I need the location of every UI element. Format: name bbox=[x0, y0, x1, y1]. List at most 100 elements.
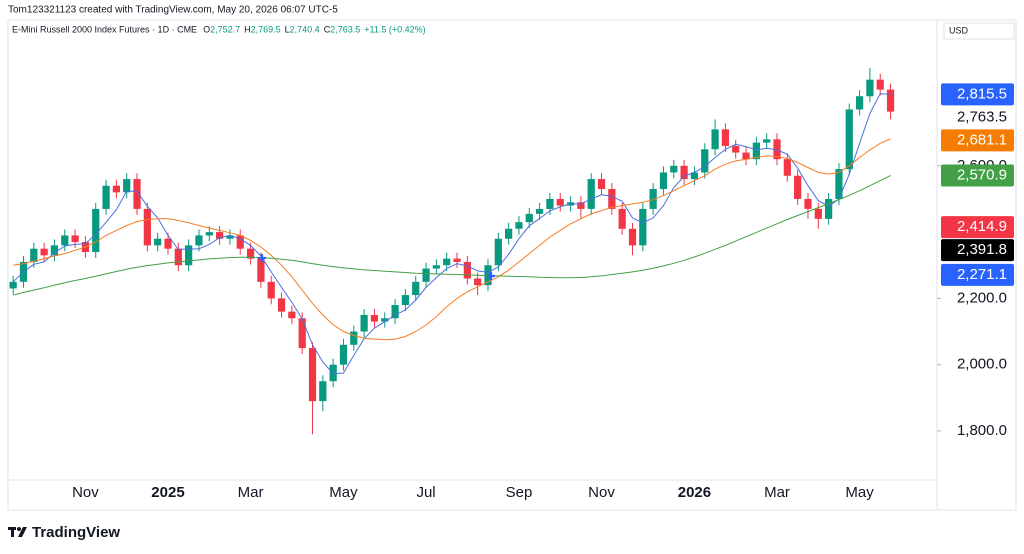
x-tick-label: Nov bbox=[72, 484, 99, 501]
candle-body bbox=[298, 318, 306, 349]
candle-body bbox=[40, 248, 48, 256]
candle-body bbox=[350, 331, 358, 345]
candle-body bbox=[628, 228, 637, 246]
change: +11.5 (+0.42%) bbox=[364, 24, 425, 34]
candle-body bbox=[721, 129, 730, 146]
price-label: 2,681.1 bbox=[957, 131, 1007, 148]
x-tick-label: 2025 bbox=[151, 484, 184, 501]
candle-body bbox=[92, 208, 100, 252]
candle-body bbox=[339, 344, 348, 365]
x-tick-label: Mar bbox=[764, 484, 790, 501]
price-label-box bbox=[941, 239, 1014, 262]
y-tick-label: 2,200.0 bbox=[957, 289, 1007, 306]
price-label: 2,271.1 bbox=[957, 266, 1007, 283]
y-tick-label: 2,000.0 bbox=[957, 356, 1007, 373]
candle-body bbox=[711, 129, 719, 150]
candle-body bbox=[814, 208, 822, 219]
candle-body bbox=[639, 208, 647, 246]
candle-body bbox=[752, 142, 760, 160]
candle-body bbox=[794, 175, 802, 199]
candle-body bbox=[742, 152, 750, 160]
legend: E-Mini Russell 2000 Index Futures · 1D ·… bbox=[12, 24, 426, 34]
candle-body bbox=[463, 261, 471, 279]
candle-body bbox=[215, 232, 224, 239]
x-tick-label: Sep bbox=[506, 484, 533, 501]
candle-body bbox=[835, 169, 843, 199]
price-label: 2,763.5 bbox=[957, 108, 1007, 125]
moving-average bbox=[13, 138, 891, 341]
candle-body bbox=[308, 348, 317, 402]
candle-body bbox=[556, 198, 564, 206]
price-label-box bbox=[941, 129, 1014, 152]
currency: USD bbox=[949, 25, 969, 35]
candle-body bbox=[205, 232, 213, 236]
candle-body bbox=[515, 222, 523, 229]
candle-body bbox=[102, 185, 110, 209]
candle-body bbox=[236, 235, 244, 249]
candle-body bbox=[257, 258, 265, 282]
candle-body bbox=[763, 139, 771, 143]
ohlc-key: O bbox=[203, 24, 210, 34]
ohlc-key: H bbox=[244, 24, 251, 34]
candle-body bbox=[277, 298, 286, 312]
candle-body bbox=[432, 265, 440, 269]
price-label: 2,414.9 bbox=[957, 218, 1007, 235]
candle-body bbox=[866, 79, 874, 97]
y-tick-label: 1,800.0 bbox=[957, 422, 1007, 439]
candle-body bbox=[401, 295, 410, 306]
price-label-box bbox=[941, 164, 1014, 187]
ohlc-value: 2,763.5 bbox=[330, 24, 360, 34]
attribution: Tom123321123 created with TradingView.co… bbox=[8, 5, 338, 16]
candle-body bbox=[133, 179, 141, 209]
price-label-box bbox=[941, 216, 1014, 239]
brand: TradingView bbox=[32, 524, 120, 541]
frame bbox=[7, 19, 1017, 511]
candle-body bbox=[360, 314, 368, 332]
ohlc-key: L bbox=[285, 24, 290, 34]
candle-body bbox=[443, 258, 451, 266]
candle-body bbox=[825, 198, 833, 219]
ohlc-value: 2,740.4 bbox=[290, 24, 320, 34]
moving-average bbox=[13, 175, 891, 296]
x-tick-label: May bbox=[845, 484, 874, 501]
candle-body bbox=[505, 228, 513, 239]
candle-body bbox=[246, 248, 255, 259]
candle-body bbox=[422, 268, 430, 282]
candle-body bbox=[288, 311, 296, 319]
candle-body bbox=[195, 235, 203, 246]
candle-body bbox=[608, 189, 616, 209]
candle-body bbox=[474, 278, 482, 286]
candle-body bbox=[226, 235, 234, 239]
x-tick-label: 2026 bbox=[678, 484, 711, 501]
candle-body bbox=[546, 198, 554, 209]
candle-body bbox=[855, 96, 864, 110]
candle-body bbox=[61, 235, 69, 246]
x-tick-label: Nov bbox=[588, 484, 615, 501]
candle-body bbox=[50, 245, 59, 256]
candle-body bbox=[143, 208, 151, 246]
candle-body bbox=[9, 281, 17, 289]
candle-body bbox=[732, 145, 740, 153]
price-label: 2,815.5 bbox=[957, 85, 1007, 102]
candle-body bbox=[164, 238, 172, 249]
candle-body bbox=[185, 245, 193, 266]
candle-body bbox=[618, 208, 626, 229]
price-label-box bbox=[941, 106, 1014, 129]
price-label: 2,570.9 bbox=[957, 166, 1007, 183]
symbol-title: E-Mini Russell 2000 Index Futures · 1D ·… bbox=[12, 24, 197, 34]
candle-body bbox=[845, 109, 853, 170]
candle-body bbox=[773, 139, 781, 160]
ohlc-value: 2,769.5 bbox=[251, 24, 281, 34]
moving-average bbox=[12, 93, 891, 375]
candle-body bbox=[587, 179, 595, 209]
candle-body bbox=[577, 202, 585, 209]
candle-body bbox=[123, 179, 131, 193]
price-label-box bbox=[941, 263, 1014, 286]
candle-body bbox=[804, 198, 812, 209]
candle-body bbox=[783, 159, 791, 176]
candle-body bbox=[154, 238, 162, 246]
candle-body bbox=[670, 165, 678, 173]
candle-body bbox=[690, 172, 699, 180]
